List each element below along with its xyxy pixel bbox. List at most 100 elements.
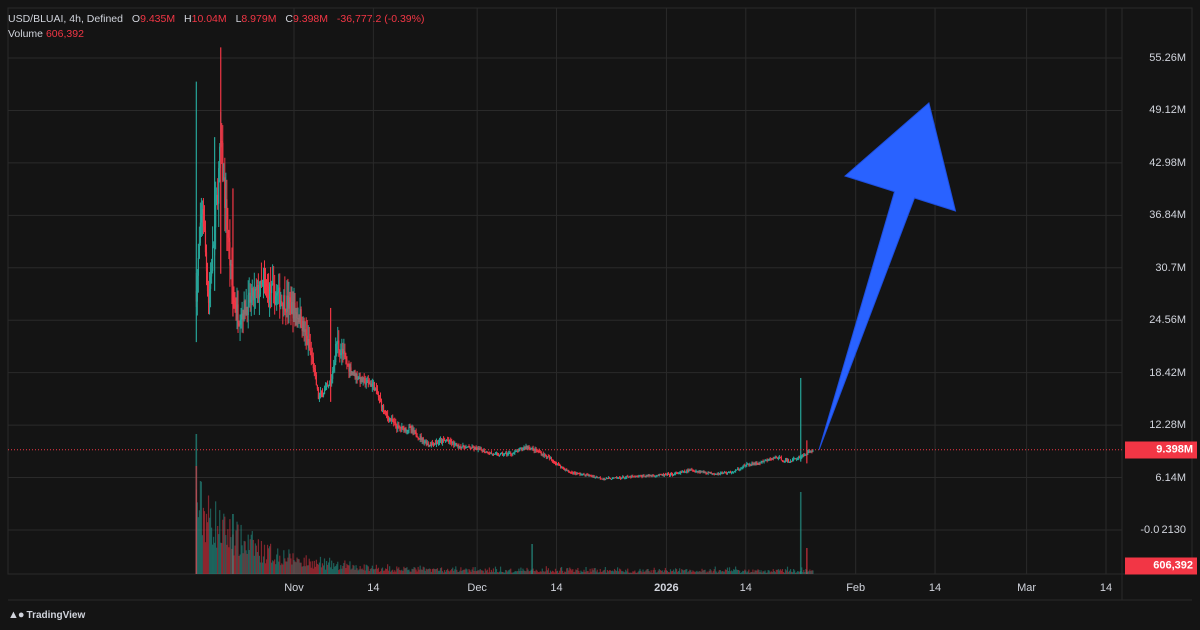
candle-body xyxy=(566,469,568,471)
candle-body xyxy=(715,473,717,475)
volume-bar xyxy=(682,569,684,574)
volume-bar xyxy=(356,568,358,574)
candle-body xyxy=(336,343,338,345)
candle-body xyxy=(724,472,727,474)
open-value: 9.435M xyxy=(140,13,176,25)
candle-body xyxy=(381,405,384,408)
candle-body xyxy=(776,457,778,459)
plot-frame xyxy=(7,7,1193,575)
volume-bar xyxy=(428,568,430,574)
candle-body xyxy=(401,426,403,429)
volume-bar xyxy=(439,568,442,574)
candle-body xyxy=(476,447,478,450)
volume-bar xyxy=(522,568,524,574)
candle-body xyxy=(764,460,766,462)
volume-bar xyxy=(654,569,656,574)
volume-bar xyxy=(558,570,561,574)
candle-body xyxy=(700,471,702,473)
candle-body xyxy=(261,283,264,285)
tradingview-logo[interactable]: ▲● TradingView xyxy=(8,609,85,621)
candle-body xyxy=(780,457,783,461)
volume-label[interactable]: Volume xyxy=(8,28,44,40)
candle-body xyxy=(659,474,661,476)
grid xyxy=(7,7,1193,601)
volume-bar xyxy=(413,567,415,574)
candle-body xyxy=(672,474,675,476)
volume-bar xyxy=(469,570,471,574)
price-tick-label: 6.14M xyxy=(1155,471,1186,484)
candle-body xyxy=(540,452,542,455)
volume-bar xyxy=(648,570,650,574)
candle-body xyxy=(459,446,461,448)
candle-body xyxy=(565,469,567,471)
volume-bar xyxy=(373,569,375,574)
candle-body xyxy=(796,458,798,460)
candle-body xyxy=(547,456,549,458)
candle-body xyxy=(436,442,439,444)
candle-body xyxy=(769,459,771,461)
volume-bar xyxy=(375,564,378,574)
symbol-label[interactable]: USD/BLUAI, 4h, Defined xyxy=(8,13,123,25)
volume-bar xyxy=(716,572,718,574)
candle-body xyxy=(237,304,239,323)
volume-bar xyxy=(200,481,203,574)
volume-bar xyxy=(397,568,399,574)
volume-bar xyxy=(196,502,198,574)
candle-body xyxy=(748,463,750,466)
volume-bar xyxy=(272,560,274,574)
candle-body xyxy=(731,472,734,474)
candle-body xyxy=(268,284,271,300)
volume-bar xyxy=(528,571,530,574)
volume-bar xyxy=(692,570,694,574)
volume-bar xyxy=(577,567,579,574)
volume-bar xyxy=(352,564,354,574)
volume-bar xyxy=(581,571,583,574)
volume-bar xyxy=(570,568,572,574)
candle-body xyxy=(493,453,496,455)
candle-body xyxy=(522,448,524,450)
candle-body xyxy=(280,301,282,308)
candle-body xyxy=(378,397,381,399)
candle-body xyxy=(235,309,237,314)
volume-bar xyxy=(229,519,231,574)
candle-body xyxy=(213,244,215,247)
volume-bar xyxy=(277,548,279,574)
volume-bar xyxy=(507,571,509,574)
candle-body xyxy=(399,426,401,428)
candle-body xyxy=(440,440,443,443)
candle-body xyxy=(225,199,227,208)
low-value: 8.979M xyxy=(241,13,277,25)
candle-body xyxy=(763,460,765,462)
candle-body xyxy=(557,463,560,465)
volume-bar xyxy=(797,571,799,574)
candle-body xyxy=(259,280,262,295)
candle-body xyxy=(323,390,326,395)
volume-bar xyxy=(345,567,347,574)
candle-body xyxy=(774,457,776,459)
candle-body xyxy=(658,474,660,476)
volume-bar xyxy=(306,565,308,574)
candle-body xyxy=(267,286,270,300)
volume-bar xyxy=(662,572,664,574)
candle-body xyxy=(417,437,419,439)
price-tick-label: 36.84M xyxy=(1149,209,1186,222)
volume-bar xyxy=(242,553,244,574)
candle-body xyxy=(347,363,349,365)
volume-bar xyxy=(707,572,709,574)
candle-body xyxy=(391,418,393,421)
candle-body xyxy=(652,475,654,477)
candle-body xyxy=(801,456,803,458)
volume-bar xyxy=(696,570,698,574)
candle-body xyxy=(334,362,336,367)
volume-bar xyxy=(742,570,744,574)
candle-body xyxy=(622,476,624,478)
volume-bar xyxy=(684,569,686,574)
volume-bar xyxy=(471,569,473,574)
volume-bar xyxy=(812,570,814,574)
candle-body xyxy=(443,440,446,442)
candle-body xyxy=(287,295,289,309)
candle-body xyxy=(610,479,613,481)
volume-bar xyxy=(402,570,404,574)
